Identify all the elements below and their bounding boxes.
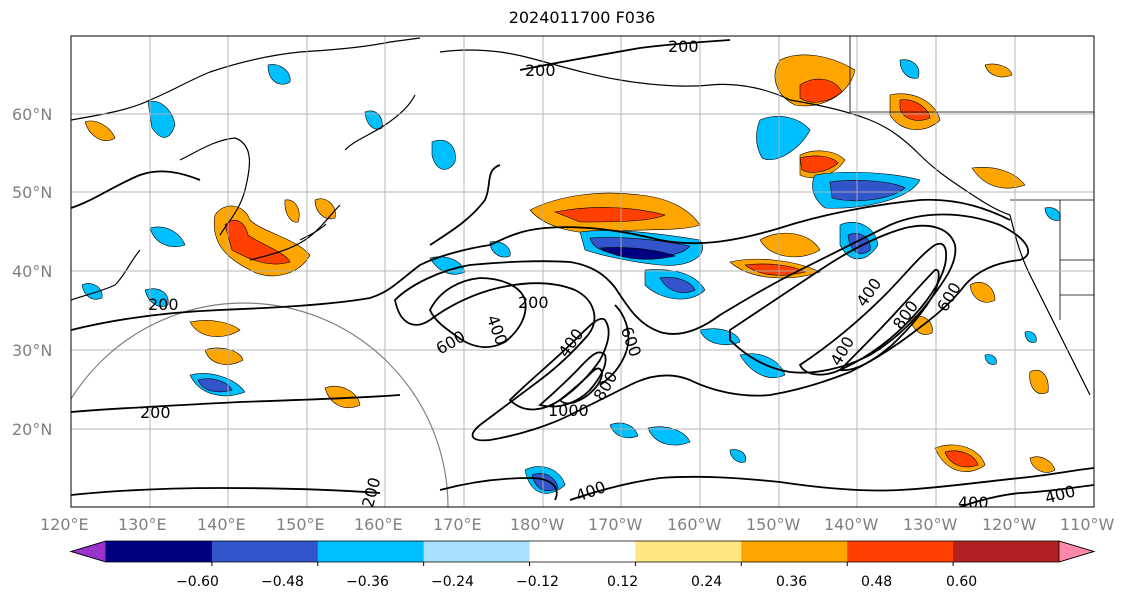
colorbar-segment <box>953 541 1060 562</box>
colorbar-segment <box>317 541 425 562</box>
contour-label: 1000 <box>548 401 589 420</box>
lon-label: 110°W <box>1060 515 1115 534</box>
lon-label: 150°E <box>276 515 325 534</box>
map-title: 2024011700 F036 <box>508 8 656 27</box>
colorbar-segment <box>741 541 848 562</box>
lon-label: 180°W <box>510 515 565 534</box>
colorbar-segment <box>635 541 742 562</box>
political-borders <box>849 36 1094 320</box>
contour-label: 400 <box>958 493 989 512</box>
colorbar-labels: −0.60 −0.48 −0.36 −0.24 −0.12 0.12 0.24 … <box>176 574 977 590</box>
lat-label: 20°N <box>12 420 52 439</box>
colorbar-tick-label: −0.24 <box>431 574 474 590</box>
lon-label: 170°E <box>433 515 482 534</box>
lat-label: 40°N <box>12 262 52 281</box>
colorbar-segment <box>847 541 954 562</box>
colorbar-tick-label: 0.48 <box>861 574 892 590</box>
colorbar-tick-label: 0.12 <box>607 574 638 590</box>
lat-label: 50°N <box>12 183 52 202</box>
lon-label: 160°W <box>667 515 722 534</box>
colorbar-segment <box>423 541 531 562</box>
plot-frame <box>70 35 1095 508</box>
latitude-labels: 60°N 50°N 40°N 30°N 20°N <box>12 105 52 439</box>
contour-label: 200 <box>525 61 556 80</box>
colorbar-segment <box>106 541 213 562</box>
range-circle <box>71 302 449 507</box>
colorbar-segment <box>529 541 636 562</box>
height-contours <box>71 39 1094 507</box>
colorbar-tick-label: −0.48 <box>261 574 304 590</box>
contour-label: 200 <box>148 295 179 314</box>
shaded-anomaly-field <box>81 54 1061 494</box>
coastlines <box>71 37 1091 396</box>
colorbar <box>69 540 1096 566</box>
lon-label: 140°W <box>824 515 879 534</box>
colorbar-tick-label: 0.24 <box>691 574 722 590</box>
lon-label: 150°W <box>746 515 801 534</box>
colorbar-tick-label: −0.60 <box>176 574 219 590</box>
colorbar-tick-label: −0.12 <box>516 574 559 590</box>
lon-label: 140°E <box>197 515 246 534</box>
colorbar-extend-low <box>69 540 107 563</box>
colorbar-tick-label: 0.60 <box>946 574 977 590</box>
lon-label: 170°W <box>588 515 643 534</box>
lon-label: 130°W <box>903 515 958 534</box>
colorbar-extend-high <box>1058 540 1096 563</box>
contour-label: 200 <box>518 293 549 312</box>
lat-label: 30°N <box>12 341 52 360</box>
contour-label: 200 <box>140 403 171 422</box>
colorbar-tick-label: 0.36 <box>776 574 807 590</box>
lon-label: 130°E <box>118 515 167 534</box>
longitude-labels: 120°E 130°E 140°E 150°E 160°E 170°E 180°… <box>40 515 1115 534</box>
colorbar-tick-label: −0.36 <box>346 574 389 590</box>
colorbar-segment <box>211 541 319 562</box>
lat-label: 60°N <box>12 105 52 124</box>
lon-label: 120°E <box>40 515 89 534</box>
graticule <box>71 36 1094 507</box>
contour-label: 200 <box>668 37 699 56</box>
colorbar-frame <box>69 540 1096 563</box>
lon-label: 160°E <box>354 515 403 534</box>
lon-label: 120°W <box>982 515 1037 534</box>
